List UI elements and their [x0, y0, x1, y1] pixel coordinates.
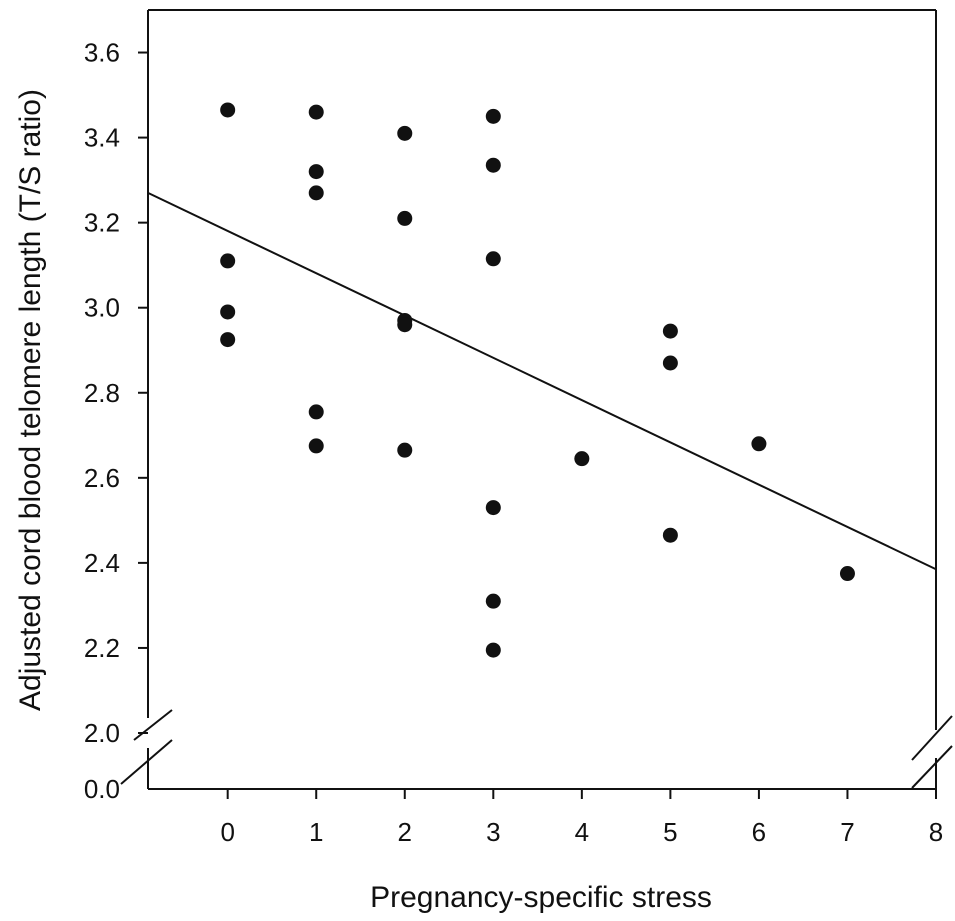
regression-line	[147, 191, 937, 571]
data-point-2	[220, 304, 236, 320]
data-point-5	[308, 164, 324, 180]
x-tick-label-7: 7	[840, 817, 854, 847]
x-tick-label-8: 8	[929, 817, 943, 847]
left-break-slash-2	[120, 739, 173, 785]
y-tick-label-2: 2.2	[84, 633, 120, 663]
data-point-22	[662, 355, 678, 371]
y-tick-label-3: 2.4	[84, 548, 120, 578]
data-point-18	[485, 593, 501, 609]
data-point-12	[397, 317, 413, 333]
data-point-8	[308, 438, 324, 454]
data-point-25	[839, 566, 855, 582]
data-point-9	[397, 125, 413, 141]
plot-frame	[147, 9, 937, 790]
y-tick-label-7: 3.2	[84, 208, 120, 238]
x-tick-label-5: 5	[663, 817, 677, 847]
x-tick-label-2: 2	[398, 817, 412, 847]
data-point-10	[397, 210, 413, 226]
data-point-23	[662, 527, 678, 543]
data-point-20	[574, 451, 590, 467]
y-tick-label-9: 3.6	[84, 38, 120, 68]
y-axis-title: Adjusted cord blood telomere length (T/S…	[14, 89, 47, 711]
x-tick-label-6: 6	[752, 817, 766, 847]
data-point-15	[485, 157, 501, 173]
x-tick-label-0: 0	[220, 817, 234, 847]
x-axis-title: Pregnancy-specific stress	[370, 881, 712, 914]
data-point-13	[397, 442, 413, 458]
data-point-6	[308, 185, 324, 201]
y-tick-label-4: 2.6	[84, 463, 120, 493]
axis-break-marks	[120, 709, 953, 789]
y-tick-label-8: 3.4	[84, 123, 120, 153]
x-axis-ticks: 0 1 2 3 4 5 6 7 8	[220, 789, 943, 847]
y-tick-label-6: 3.0	[84, 293, 120, 323]
data-point-4	[308, 104, 324, 120]
x-tick-label-4: 4	[575, 817, 589, 847]
y-tick-label-1: 2.0	[84, 718, 120, 748]
data-point-17	[485, 500, 501, 516]
data-point-0	[220, 102, 236, 118]
x-tick-label-3: 3	[486, 817, 500, 847]
trendline-group	[147, 191, 937, 571]
data-point-1	[220, 253, 236, 269]
data-point-3	[220, 332, 236, 348]
y-tick-label-0: 0.0	[84, 774, 120, 804]
data-point-19	[485, 642, 501, 658]
data-point-7	[308, 404, 324, 420]
y-axis-ticks: 0.0 2.0 2.2 2.4 2.6 2.8 3.0 3.2 3.4 3.6	[84, 38, 148, 804]
data-point-24	[751, 436, 767, 452]
right-break-slash-1	[911, 715, 953, 761]
x-tick-label-1: 1	[309, 817, 323, 847]
y-tick-label-5: 2.8	[84, 378, 120, 408]
data-point-21	[662, 323, 678, 339]
right-break-slash-2	[911, 745, 953, 789]
left-break-slash-1	[133, 709, 173, 741]
data-points	[220, 102, 855, 658]
data-point-16	[485, 251, 501, 267]
data-point-14	[485, 108, 501, 124]
